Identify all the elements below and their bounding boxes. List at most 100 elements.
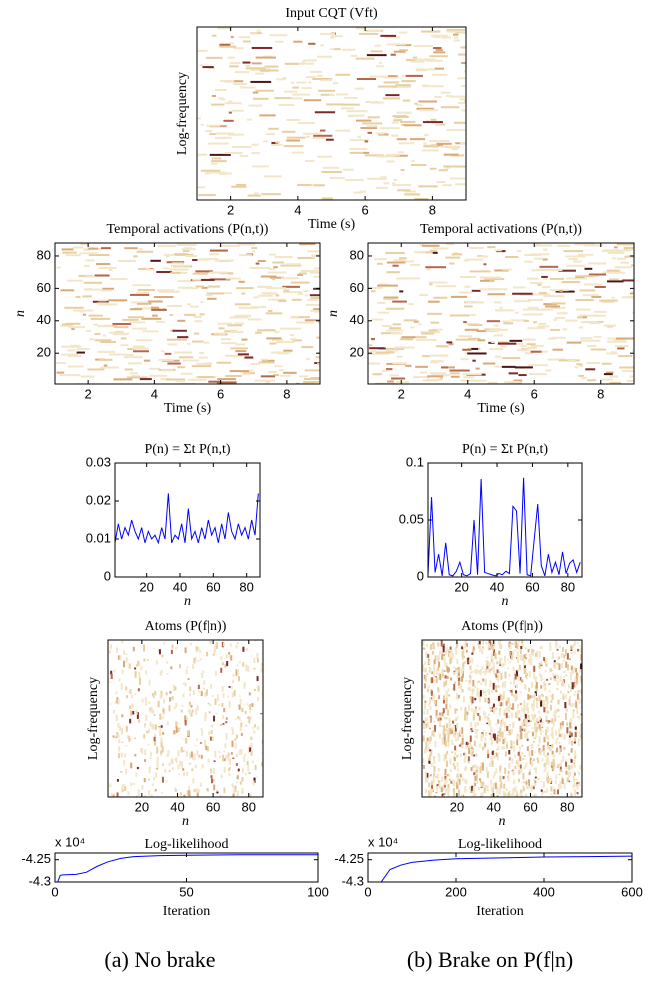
heatmap-texture: [461, 109, 466, 111]
heatmap-texture: [439, 734, 441, 739]
heatmap-texture: [181, 265, 191, 267]
heatmap-texture: [615, 345, 629, 347]
heatmap-texture: [330, 37, 334, 39]
heatmap-texture: [162, 777, 164, 783]
heatmap-texture: [573, 763, 575, 765]
heatmap-texture: [566, 723, 568, 726]
heatmap-texture: [274, 97, 291, 99]
heatmap-texture: [204, 694, 206, 697]
heatmap-texture: [527, 347, 537, 349]
heatmap-texture: [217, 133, 225, 135]
heatmap-texture: [210, 641, 212, 643]
heatmap-texture: [547, 753, 549, 756]
heatmap-texture: [541, 646, 543, 649]
heatmap-texture: [83, 314, 86, 316]
y-tick-label: 80: [350, 247, 364, 262]
heatmap-texture: [145, 269, 155, 271]
y-tick-label: 60: [37, 280, 51, 295]
heatmap-texture: [93, 324, 97, 326]
heatmap-texture: [445, 681, 447, 686]
heatmap-texture: [316, 356, 320, 358]
heatmap-texture: [108, 299, 127, 301]
heatmap-texture: [433, 673, 435, 678]
heatmap-texture: [156, 768, 158, 769]
heatmap-texture: [251, 33, 257, 35]
heatmap-texture: [186, 717, 188, 720]
heatmap-texture: [197, 647, 199, 652]
heatmap-texture: [202, 764, 204, 769]
heatmap-texture: [382, 370, 390, 372]
heatmap-texture: [231, 727, 233, 730]
heatmap-texture: [466, 712, 468, 715]
heatmap-texture: [169, 770, 171, 772]
heatmap-texture: [229, 112, 232, 114]
heatmap-texture: [220, 46, 236, 48]
heatmap-texture: [529, 751, 531, 757]
heatmap-texture: [474, 783, 476, 786]
heatmap-texture: [109, 269, 113, 271]
heatmap-texture: [491, 341, 495, 343]
heatmap-texture: [253, 92, 259, 94]
heatmap-texture: [567, 653, 569, 659]
heatmap-texture: [144, 360, 150, 362]
heatmap-texture: [130, 308, 142, 310]
heatmap-texture: [497, 753, 499, 756]
heatmap-texture: [446, 129, 465, 131]
heatmap-texture: [460, 774, 462, 777]
heatmap-texture: [508, 674, 510, 677]
heatmap-texture: [495, 708, 497, 711]
x-tick-label: 2: [398, 386, 405, 401]
y-axis-label: n: [13, 310, 28, 317]
heatmap-texture: [521, 715, 523, 717]
heatmap-texture: [572, 703, 574, 707]
heatmap-texture: [439, 783, 441, 789]
heatmap-texture: [624, 247, 634, 249]
heatmap-texture: [454, 672, 456, 674]
heatmap-texture: [491, 794, 493, 797]
heatmap-texture: [449, 779, 451, 781]
heatmap-texture: [535, 722, 537, 728]
heatmap-texture: [259, 361, 274, 363]
heatmap-texture: [439, 674, 441, 680]
heatmap-texture: [458, 695, 460, 698]
heatmap-texture: [458, 789, 460, 795]
heatmap-texture: [483, 263, 486, 265]
x-tick-label: 80: [560, 799, 574, 814]
heatmap-texture: [531, 744, 533, 750]
heatmap-texture: [571, 670, 573, 674]
heatmap-texture: [137, 289, 155, 291]
heatmap-texture: [591, 349, 606, 351]
heatmap-texture: [163, 642, 165, 645]
x-tick-label: 60: [525, 579, 539, 594]
heatmap-texture: [463, 696, 465, 702]
heatmap-texture: [100, 367, 119, 369]
heatmap-texture: [249, 370, 254, 372]
heatmap-texture: [390, 375, 399, 377]
heatmap-texture: [524, 684, 526, 689]
heatmap-texture: [399, 290, 403, 292]
heatmap-texture: [198, 755, 200, 758]
heatmap-texture: [192, 259, 197, 261]
heatmap-texture: [127, 791, 129, 795]
heatmap-texture: [435, 124, 441, 126]
heatmap-texture: [181, 710, 183, 713]
heatmap-texture: [549, 745, 551, 746]
heatmap-texture: [298, 293, 303, 295]
heatmap-texture: [507, 668, 509, 670]
heatmap-texture: [423, 142, 426, 144]
heatmap-texture: [542, 731, 544, 732]
heatmap-texture: [535, 731, 537, 737]
heatmap-texture: [166, 661, 168, 663]
heatmap-texture: [559, 764, 561, 767]
x-axis-label: n: [184, 594, 191, 609]
heatmap-texture: [500, 673, 502, 680]
heatmap-texture: [274, 365, 282, 367]
heatmap-texture: [547, 711, 549, 714]
heatmap-texture: [418, 185, 437, 187]
heatmap-texture: [440, 718, 442, 721]
heatmap-texture: [593, 315, 606, 317]
heatmap-texture: [471, 767, 473, 771]
heatmap-texture: [231, 741, 233, 748]
heatmap-texture: [165, 780, 167, 782]
heatmap-texture: [286, 140, 300, 142]
